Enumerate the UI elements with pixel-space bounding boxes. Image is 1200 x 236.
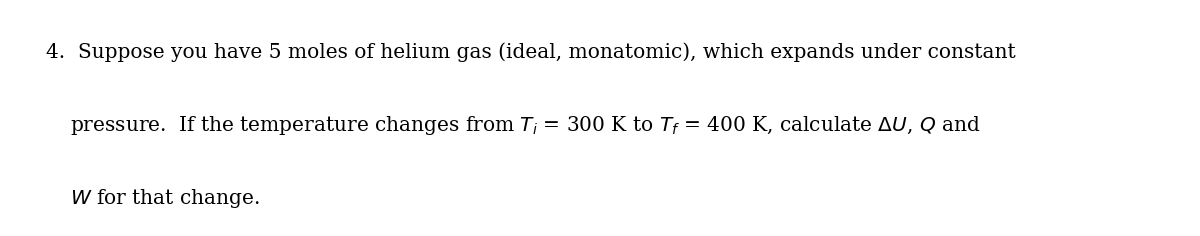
Text: pressure.  If the temperature changes from $T_i$ = 300 K to $T_f$ = 400 K, calcu: pressure. If the temperature changes fro… <box>70 114 980 137</box>
Text: 4.  Suppose you have 5 moles of helium gas (ideal, monatomic), which expands und: 4. Suppose you have 5 moles of helium ga… <box>46 42 1015 62</box>
Text: $W$ for that change.: $W$ for that change. <box>70 187 259 210</box>
